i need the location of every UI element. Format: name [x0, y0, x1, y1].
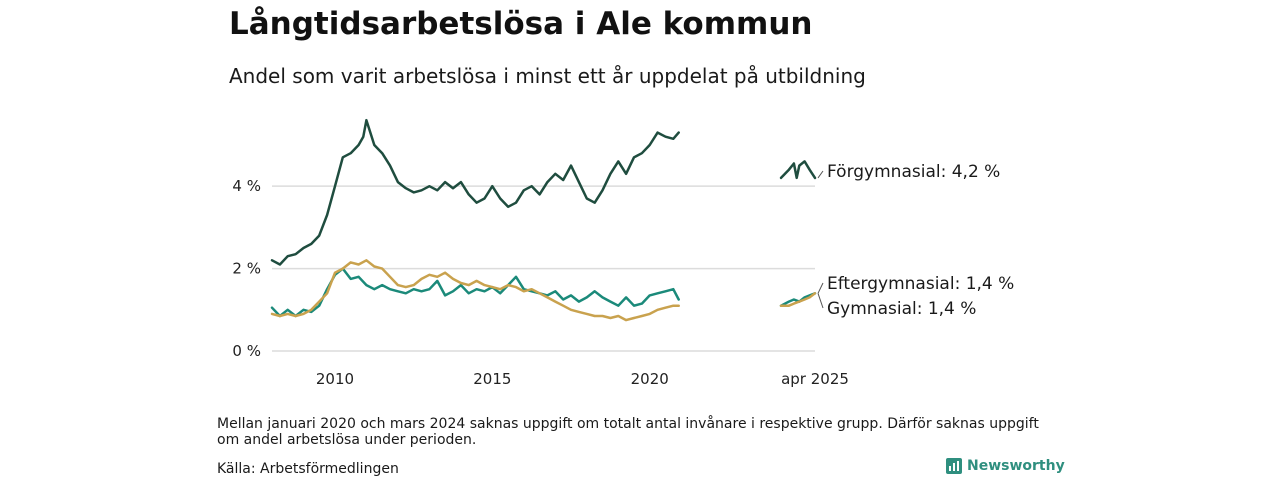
x-tick-label: 2020 — [631, 370, 669, 388]
line-chart: 0 % 2 % 4 % 2010 2015 2020 apr 2025 Förgymnas… — [232, 118, 1014, 388]
end-label-eftergymnasial: Eftergymnasial: 1,4 % — [827, 274, 1014, 294]
brand-logo[interactable]: Newsworthy — [946, 458, 1065, 474]
series-line-förgymnasial-1 — [779, 160, 817, 180]
y-axis-ticks: 0 % 2 % 4 % — [232, 177, 261, 360]
series-line-förgymnasial-0 — [270, 118, 680, 266]
chart-note: Mellan januari 2020 och mars 2024 saknas… — [217, 416, 1039, 448]
x-tick-label: 2010 — [316, 370, 354, 388]
series-lines — [270, 118, 817, 322]
y-tick-label: 2 % — [232, 260, 261, 278]
y-tick-label: 4 % — [232, 177, 261, 195]
grid-lines — [272, 185, 815, 352]
x-axis-ticks: 2010 2015 2020 apr 2025 — [316, 370, 849, 388]
x-tick-label: apr 2025 — [781, 370, 849, 388]
series-line-eftergymnasial-1 — [779, 292, 817, 307]
brand-name: Newsworthy — [967, 458, 1065, 474]
source-text: Källa: Arbetsförmedlingen — [217, 461, 399, 477]
y-tick-label: 0 % — [232, 342, 261, 360]
page-subtitle: Andel som varit arbetslösa i minst ett å… — [229, 64, 866, 88]
end-labels: Förgymnasial: 4,2 % Eftergymnasial: 1,4 %… — [817, 162, 1014, 319]
x-tick-label: 2015 — [473, 370, 511, 388]
series-line-gymnasial-1 — [779, 292, 817, 307]
leader-line-förgymnasial — [817, 170, 824, 179]
end-label-gymnasial: Gymnasial: 1,4 % — [827, 299, 976, 319]
series-line-gymnasial-0 — [270, 259, 680, 322]
newsworthy-logo-icon — [946, 458, 962, 474]
end-label-förgymnasial: Förgymnasial: 4,2 % — [827, 162, 1000, 182]
leader-line-eftergymnasial — [817, 282, 824, 294]
page-title: Långtidsarbetslösa i Ale kommun — [229, 6, 813, 42]
leader-line-gymnasial — [817, 293, 824, 309]
